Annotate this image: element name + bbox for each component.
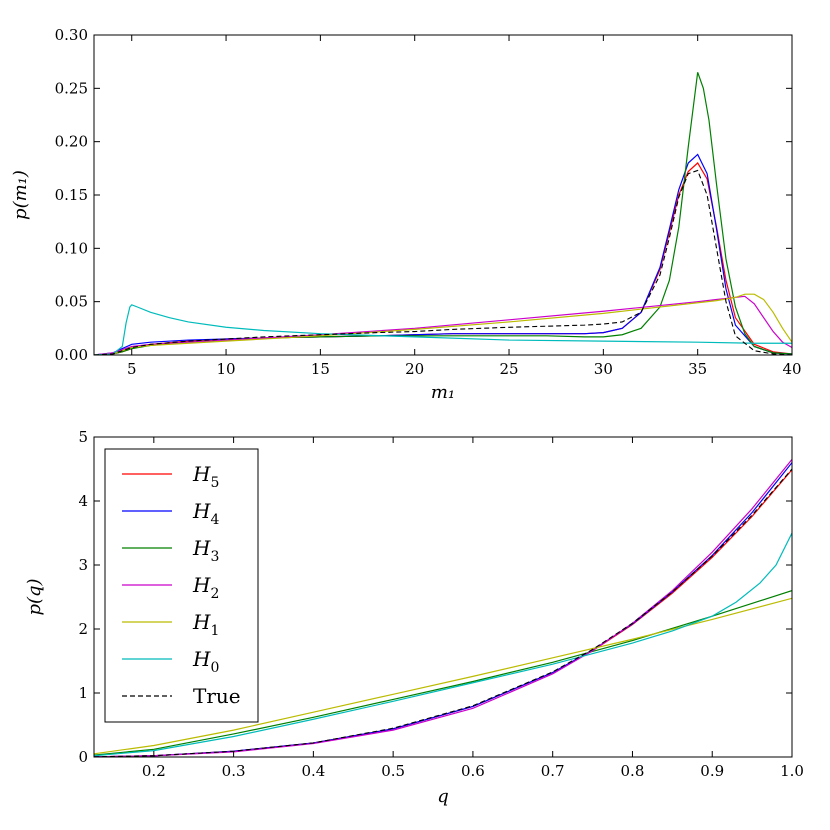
- plot-frame: [93, 34, 793, 356]
- x-tick-label: 0.9: [700, 762, 724, 780]
- y-tick-label: 0.00: [55, 346, 88, 364]
- legend-label-subscript: 4: [210, 512, 219, 528]
- series-line-h3: [94, 590, 792, 756]
- legend-label: H5: [192, 462, 219, 491]
- x-tick-label: 0.5: [381, 762, 405, 780]
- series-line-true: [94, 169, 792, 355]
- x-axis-label: q: [437, 786, 449, 807]
- y-tick-label: 1: [78, 684, 88, 702]
- x-tick-label: 35: [688, 360, 707, 378]
- y-tick-label: 0.30: [55, 26, 88, 44]
- series-line-h1: [94, 597, 792, 755]
- legend-label: H0: [192, 647, 219, 676]
- series-line-h1: [94, 293, 792, 355]
- legend-label: H3: [192, 536, 219, 565]
- series-line-h4: [94, 153, 792, 355]
- x-tick-label: 10: [217, 360, 236, 378]
- y-tick-label: 2: [78, 620, 88, 638]
- legend-label-subscript: 2: [210, 586, 219, 602]
- legend-label-base: H: [192, 647, 211, 671]
- y-tick-label: 3: [78, 556, 88, 574]
- legend-label-subscript: 0: [210, 660, 219, 676]
- legend-label: H4: [192, 499, 219, 528]
- x-tick-label: 40: [782, 360, 801, 378]
- x-tick-label: 1.0: [780, 762, 804, 780]
- m1-distribution-panel: 5 10 15 20 25 30 35 40 0.00 0.05 0.10 0.15 0.20 0.25 0…: [10, 26, 802, 403]
- y-tick-label: 0: [78, 748, 88, 766]
- y-tick-label: 0.15: [55, 186, 88, 204]
- x-tick-label: 30: [594, 360, 613, 378]
- q-distribution-panel: 0.2 0.3 0.4 0.5 0.6 0.7 0.8 0.9 1.0012345qp(q)H5…: [24, 428, 804, 807]
- legend-label-subscript: 1: [210, 623, 219, 639]
- x-tick-label: 0.3: [222, 762, 246, 780]
- x-tick-label: 5: [127, 360, 137, 378]
- series-line-h2: [94, 295, 792, 355]
- x-tick-label: 15: [311, 360, 330, 378]
- x-tick-label: 0.7: [541, 762, 565, 780]
- legend-label-base: H: [192, 462, 211, 486]
- x-tick-label: 25: [499, 360, 518, 378]
- y-tick-label: 0.10: [55, 239, 88, 257]
- series-line-h3: [94, 72, 792, 355]
- legend-label-base: True: [193, 684, 241, 708]
- series-line-h0: [94, 532, 792, 757]
- x-axis-label: m₁: [431, 382, 455, 403]
- plot-frame: [93, 436, 793, 758]
- legend-label-subscript: 3: [210, 549, 219, 565]
- legend-label: True: [193, 684, 241, 708]
- legend-label: H1: [192, 610, 219, 639]
- y-tick-label: 0.20: [55, 133, 88, 151]
- legend-label: H2: [192, 573, 219, 602]
- y-tick-label: 5: [78, 428, 88, 446]
- legend-label-base: H: [192, 499, 211, 523]
- series-line-h0: [94, 304, 792, 355]
- x-tick-label: 20: [405, 360, 424, 378]
- x-tick-label: 0.4: [301, 762, 325, 780]
- legend-label-subscript: 5: [210, 475, 219, 491]
- y-tick-label: 0.05: [55, 293, 88, 311]
- y-axis-label: p(m₁): [10, 170, 31, 220]
- y-axis-label: p(q): [24, 578, 45, 615]
- y-tick-label: 4: [78, 492, 88, 510]
- legend-label-base: H: [192, 536, 211, 560]
- x-tick-label: 0.6: [461, 762, 485, 780]
- legend-label-base: H: [192, 573, 211, 597]
- y-tick-label: 0.25: [55, 79, 88, 97]
- series-group: [94, 72, 792, 355]
- x-tick-label: 0.8: [621, 762, 645, 780]
- legend-label-base: H: [192, 610, 211, 634]
- x-tick-label: 0.2: [142, 762, 166, 780]
